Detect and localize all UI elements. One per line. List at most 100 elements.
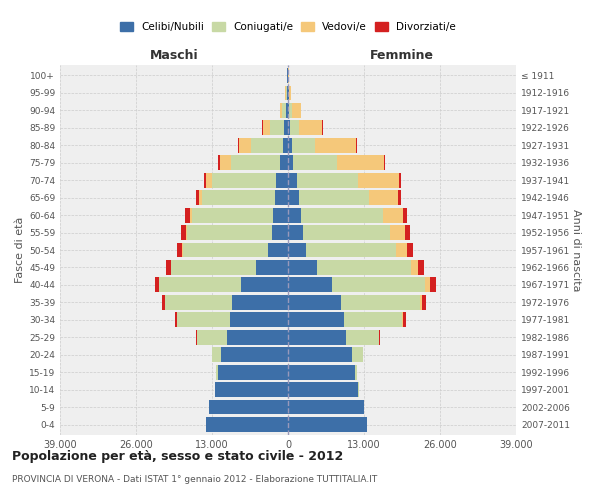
Bar [352,348,363,362]
Bar [238,138,239,152]
Bar [196,190,199,205]
Bar [302,225,391,240]
Bar [288,365,355,380]
Bar [418,260,424,275]
Bar [288,156,293,170]
Bar [337,156,384,170]
Bar [162,295,165,310]
Bar [290,120,299,135]
Text: Femmine: Femmine [370,48,434,62]
Bar [256,260,288,275]
Bar [288,382,358,397]
Bar [422,295,426,310]
Bar [272,225,288,240]
Bar [155,278,159,292]
Bar [275,190,288,205]
Bar [402,312,403,327]
Bar [292,103,301,118]
Bar [206,173,212,188]
Bar [231,156,280,170]
Bar [274,208,288,222]
Bar [288,348,352,362]
Bar [430,278,436,292]
Bar [286,103,288,118]
Bar [177,242,182,258]
Bar [289,86,291,100]
Bar [288,312,344,327]
Bar [202,190,275,205]
Bar [403,312,406,327]
Bar [212,348,221,362]
Bar [299,120,322,135]
Bar [346,330,379,344]
Bar [212,173,277,188]
Bar [227,330,288,344]
Bar [277,173,288,188]
Bar [399,173,401,188]
Bar [301,208,383,222]
Bar [425,278,430,292]
Bar [288,225,302,240]
Bar [368,190,398,205]
Bar [186,225,187,240]
Bar [288,278,332,292]
Y-axis label: Fasce di età: Fasce di età [15,217,25,283]
Bar [288,417,367,432]
Bar [358,173,399,188]
Bar [288,330,346,344]
Bar [396,242,407,258]
Bar [332,278,425,292]
Bar [288,190,299,205]
Bar [282,103,286,118]
Bar [215,382,288,397]
Bar [263,120,270,135]
Y-axis label: Anni di nascita: Anni di nascita [571,209,581,291]
Bar [384,156,385,170]
Bar [280,156,288,170]
Text: PROVINCIA DI VERONA - Dati ISTAT 1° gennaio 2012 - Elaborazione TUTTITALIA.IT: PROVINCIA DI VERONA - Dati ISTAT 1° genn… [12,475,377,484]
Bar [221,348,288,362]
Bar [288,400,364,414]
Bar [403,208,407,222]
Bar [288,208,301,222]
Bar [391,225,405,240]
Bar [289,103,292,118]
Bar [411,260,418,275]
Bar [187,225,272,240]
Bar [171,260,256,275]
Bar [206,417,288,432]
Bar [407,242,413,258]
Bar [166,260,171,275]
Bar [288,260,317,275]
Bar [177,312,230,327]
Bar [288,173,297,188]
Text: Popolazione per età, sesso e stato civile - 2012: Popolazione per età, sesso e stato civil… [12,450,343,463]
Bar [165,295,232,310]
Bar [191,208,274,222]
Bar [197,330,227,344]
Bar [239,138,251,152]
Bar [284,120,288,135]
Bar [181,225,186,240]
Bar [160,278,241,292]
Bar [288,138,292,152]
Bar [287,86,288,100]
Bar [196,330,197,344]
Bar [220,156,231,170]
Bar [297,173,358,188]
Bar [209,400,288,414]
Bar [218,156,220,170]
Bar [315,138,356,152]
Bar [199,190,202,205]
Bar [288,120,290,135]
Bar [405,225,410,240]
Bar [268,242,288,258]
Bar [355,365,357,380]
Bar [293,156,337,170]
Legend: Celibi/Nubili, Coniugati/e, Vedovi/e, Divorziati/e: Celibi/Nubili, Coniugati/e, Vedovi/e, Di… [117,18,459,35]
Bar [341,295,419,310]
Bar [216,365,218,380]
Bar [270,120,284,135]
Bar [175,312,177,327]
Bar [251,138,283,152]
